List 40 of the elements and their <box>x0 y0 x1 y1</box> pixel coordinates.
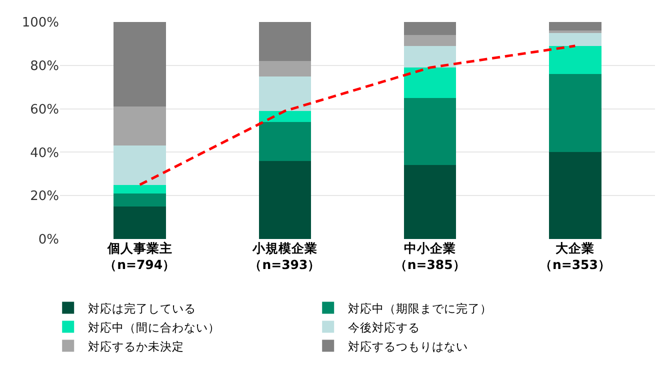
bar <box>404 68 456 98</box>
bar <box>114 22 166 107</box>
y-tick-label: 100% <box>22 16 59 31</box>
bar <box>258 122 312 161</box>
bar <box>549 46 602 74</box>
bar <box>114 206 166 239</box>
legend-label: 対応するか未決定 <box>88 339 184 354</box>
legend-label: 対応中（期限までに完了） <box>348 301 492 316</box>
bar <box>404 46 456 68</box>
bar <box>404 165 456 239</box>
line-series <box>138 44 576 186</box>
bar <box>404 22 456 36</box>
x-tick-label: 小規模企業（n=393） <box>249 240 321 272</box>
x-tick-label: 個人事業主（n=794） <box>104 240 176 272</box>
legend-label: 対応は完了している <box>88 301 196 316</box>
legend-label: 対応中（間に合わない） <box>88 320 220 334</box>
y-tick-label: 20% <box>30 189 59 204</box>
bar <box>114 106 166 146</box>
x-tick-label: 大企業（n=353） <box>539 240 611 272</box>
bar <box>258 76 312 111</box>
y-tick-label: 0% <box>38 232 59 248</box>
x-tick-label: 中小企業（n=385） <box>394 240 466 272</box>
bar <box>258 110 312 122</box>
bar <box>258 61 312 76</box>
y-tick-label: 40% <box>30 146 59 161</box>
bar <box>549 74 602 152</box>
bar <box>114 193 166 206</box>
legend-label: 今後対応する <box>348 320 420 334</box>
bar <box>114 146 166 185</box>
y-tick-label: 80% <box>30 58 59 74</box>
bar <box>549 22 602 31</box>
bar <box>404 98 456 166</box>
bar <box>549 152 602 239</box>
bar <box>549 32 602 46</box>
bar <box>114 184 166 194</box>
bar <box>404 35 456 46</box>
bar <box>258 22 312 62</box>
bar <box>258 160 312 239</box>
y-tick-label: 60% <box>30 102 59 118</box>
legend-label: 対応するつもりはない <box>348 339 468 354</box>
